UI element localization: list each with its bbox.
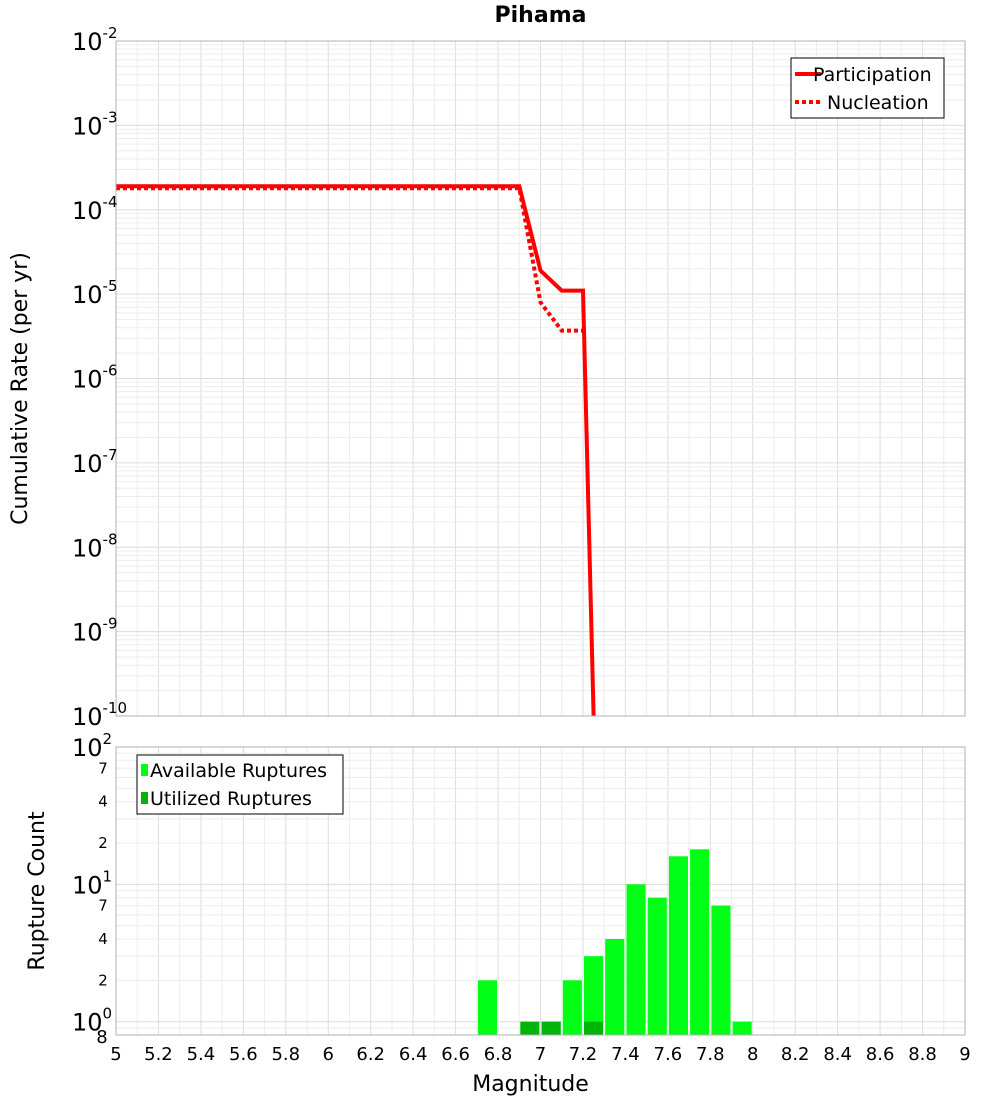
y-tick-label: 10-3	[72, 108, 118, 140]
y-tick-label: 100	[72, 1005, 112, 1037]
bar-utilized-ruptures	[541, 1021, 561, 1035]
x-tick-label: 5.6	[229, 1044, 258, 1065]
legend-label-participation: Participation	[813, 64, 932, 86]
x-tick-label: 5.8	[271, 1044, 300, 1065]
legend-label-nucleation: Nucleation	[827, 92, 929, 114]
bar-utilized-ruptures	[584, 1021, 604, 1035]
y-minor-tick-label: 2	[98, 971, 108, 989]
bar-available-ruptures	[732, 1021, 752, 1035]
x-tick-label: 6.8	[484, 1044, 513, 1065]
bar-utilized-ruptures	[520, 1021, 540, 1035]
y-tick-label: 10-9	[72, 615, 118, 647]
x-tick-label: 7.6	[654, 1044, 683, 1065]
bar-available-ruptures	[562, 980, 582, 1035]
x-tick-label: 5.2	[144, 1044, 173, 1065]
y-tick-label: 10-8	[72, 530, 118, 562]
x-tick-label: 9	[959, 1044, 970, 1065]
legend-top	[790, 57, 945, 119]
y-axis-label-bottom: Rupture Count	[25, 811, 50, 971]
bar-available-ruptures	[647, 897, 667, 1035]
y-minor-tick-label: 7	[98, 759, 108, 777]
cumulative-rate-panel	[115, 40, 966, 717]
legend-label-utilized-ruptures: Utilized Ruptures	[150, 788, 312, 810]
x-tick-label: 6.2	[356, 1044, 385, 1065]
x-tick-label: 6	[323, 1044, 334, 1065]
bar-available-ruptures	[605, 939, 625, 1035]
series-line-nucleation	[116, 186, 583, 333]
x-tick-label: 6.6	[441, 1044, 470, 1065]
plot-frame-top	[115, 40, 966, 717]
y-tick-label: 10-10	[72, 699, 127, 731]
y-tick-label: 10-5	[72, 277, 118, 309]
rupture-count-panel	[115, 746, 966, 1036]
x-tick-label: 6.4	[399, 1044, 428, 1065]
bar-available-ruptures	[690, 849, 710, 1035]
plot-frame-bottom	[115, 746, 966, 1036]
x-tick-label: 8	[747, 1044, 758, 1065]
x-tick-label: 8.8	[908, 1044, 937, 1065]
x-tick-label: 7	[535, 1044, 546, 1065]
legend-label-available-ruptures: Available Ruptures	[150, 760, 327, 782]
y-minor-tick-label: 2	[98, 834, 108, 852]
y-tick-label: 10-2	[72, 24, 118, 56]
x-tick-label: 7.4	[611, 1044, 640, 1065]
y-minor-tick-label: 8	[96, 1027, 107, 1048]
y-tick-label: 101	[72, 867, 112, 899]
legend-swatch	[141, 792, 148, 804]
bar-available-ruptures	[711, 905, 731, 1035]
x-tick-label: 5.4	[187, 1044, 216, 1065]
chart-title: Pihama	[495, 3, 587, 28]
y-tick-label: 10-7	[72, 446, 118, 478]
legend-bottom	[136, 754, 344, 815]
x-tick-label: 7.2	[569, 1044, 598, 1065]
y-minor-tick-label: 7	[98, 897, 108, 915]
legend-box	[136, 754, 344, 815]
y-tick-label: 102	[72, 730, 112, 762]
bar-available-ruptures	[668, 856, 688, 1035]
y-axis-label-top: Cumulative Rate (per yr)	[8, 252, 33, 525]
bar-available-ruptures	[584, 956, 604, 1035]
x-tick-label: 7.8	[696, 1044, 725, 1065]
bar-available-ruptures	[626, 884, 646, 1035]
y-minor-tick-label: 4	[98, 793, 108, 811]
x-tick-label: 8.2	[781, 1044, 810, 1065]
legend-box	[790, 57, 945, 119]
x-tick-label: 8.6	[866, 1044, 895, 1065]
legend-swatch	[141, 764, 148, 776]
x-axis-label: Magnitude	[472, 1072, 589, 1097]
bar-available-ruptures	[477, 980, 497, 1035]
x-tick-label: 8.4	[823, 1044, 852, 1065]
y-tick-label: 10-4	[72, 193, 118, 225]
y-minor-tick-label: 4	[98, 930, 108, 948]
x-tick-label: 5	[110, 1044, 121, 1065]
y-tick-label: 10-6	[72, 362, 118, 394]
